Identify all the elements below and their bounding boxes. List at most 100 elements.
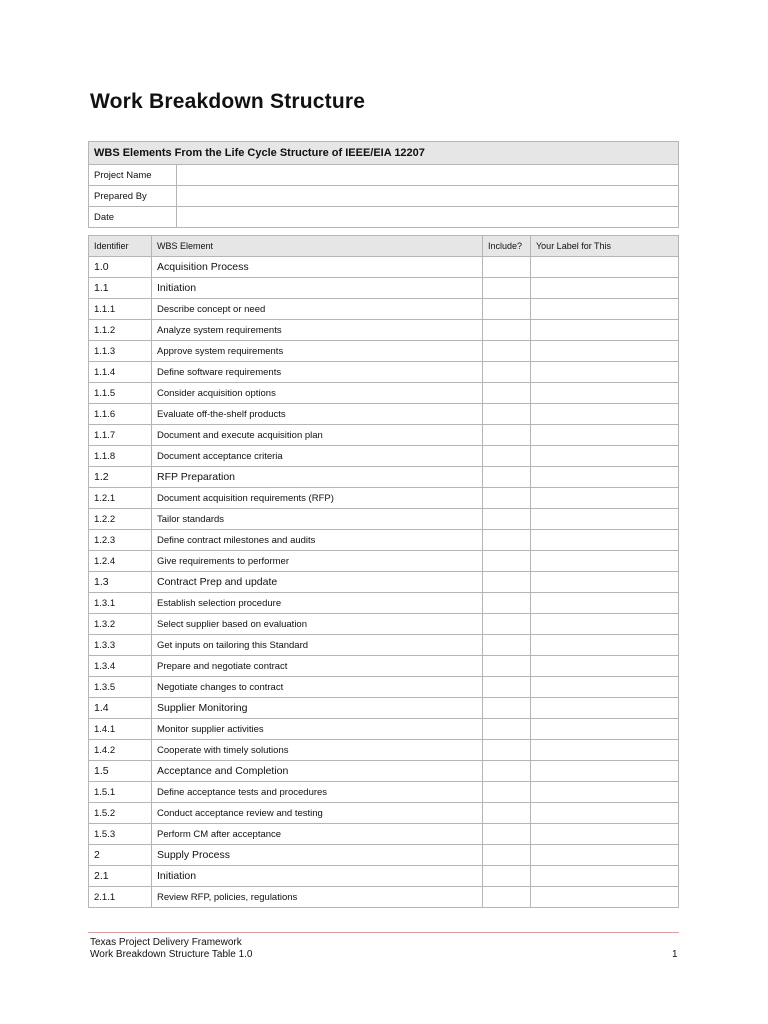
prepared-by-field[interactable] (176, 185, 679, 207)
your-label-cell[interactable] (530, 487, 679, 509)
your-label-cell[interactable] (530, 823, 679, 845)
your-label-cell[interactable] (530, 445, 679, 467)
include-cell[interactable] (482, 844, 531, 866)
include-cell[interactable] (482, 655, 531, 677)
your-label-cell[interactable] (530, 592, 679, 614)
footer-document-name: Work Breakdown Structure Table 1.0 (90, 949, 253, 960)
include-cell[interactable] (482, 487, 531, 509)
include-cell[interactable] (482, 718, 531, 740)
identifier-cell: 1.3 (88, 571, 152, 593)
wbs-element-cell: Select supplier based on evaluation (151, 613, 483, 635)
your-label-cell[interactable] (530, 718, 679, 740)
your-label-cell[interactable] (530, 634, 679, 656)
identifier-cell: 1.3.5 (88, 676, 152, 698)
include-cell[interactable] (482, 613, 531, 635)
project-name-field[interactable] (176, 164, 679, 186)
include-cell[interactable] (482, 697, 531, 719)
your-label-cell[interactable] (530, 550, 679, 572)
include-cell[interactable] (482, 571, 531, 593)
your-label-cell[interactable] (530, 466, 679, 488)
include-cell[interactable] (482, 424, 531, 446)
your-label-cell[interactable] (530, 424, 679, 446)
identifier-cell: 1.3.4 (88, 655, 152, 677)
include-cell[interactable] (482, 508, 531, 530)
wbs-row: 1.2 RFP Preparation (88, 466, 679, 488)
your-label-cell[interactable] (530, 886, 679, 908)
wbs-row: 2.1 Initiation (88, 865, 679, 887)
your-label-cell[interactable] (530, 781, 679, 803)
include-cell[interactable] (482, 739, 531, 761)
your-label-cell[interactable] (530, 340, 679, 362)
your-label-cell[interactable] (530, 361, 679, 383)
identifier-cell: 1.1.4 (88, 361, 152, 383)
include-cell[interactable] (482, 550, 531, 572)
your-label-cell[interactable] (530, 697, 679, 719)
project-info-table: WBS Elements From the Life Cycle Structu… (88, 141, 679, 228)
identifier-cell: 1.4 (88, 697, 152, 719)
include-cell[interactable] (482, 823, 531, 845)
include-cell[interactable] (482, 802, 531, 824)
include-cell[interactable] (482, 340, 531, 362)
your-label-cell[interactable] (530, 844, 679, 866)
your-label-cell[interactable] (530, 529, 679, 551)
include-cell[interactable] (482, 382, 531, 404)
your-label-cell[interactable] (530, 865, 679, 887)
identifier-cell: 1.2.4 (88, 550, 152, 572)
include-cell[interactable] (482, 256, 531, 278)
wbs-element-cell: Document acceptance criteria (151, 445, 483, 467)
include-cell[interactable] (482, 886, 531, 908)
include-cell[interactable] (482, 634, 531, 656)
wbs-row: 1.0 Acquisition Process (88, 256, 679, 278)
your-label-cell[interactable] (530, 298, 679, 320)
your-label-cell[interactable] (530, 676, 679, 698)
include-cell[interactable] (482, 592, 531, 614)
your-label-cell[interactable] (530, 739, 679, 761)
your-label-cell[interactable] (530, 571, 679, 593)
wbs-row: 1.3 Contract Prep and update (88, 571, 679, 593)
your-label-cell[interactable] (530, 382, 679, 404)
include-cell[interactable] (482, 466, 531, 488)
include-cell[interactable] (482, 403, 531, 425)
include-cell[interactable] (482, 865, 531, 887)
include-cell[interactable] (482, 277, 531, 299)
your-label-cell[interactable] (530, 655, 679, 677)
include-cell[interactable] (482, 676, 531, 698)
wbs-row: 1.5.2 Conduct acceptance review and testi… (88, 802, 679, 824)
footer-organization: Texas Project Delivery Framework (90, 937, 242, 948)
include-cell[interactable] (482, 361, 531, 383)
wbs-row: 1.5 Acceptance and Completion (88, 760, 679, 782)
identifier-cell: 1.3.3 (88, 634, 152, 656)
include-cell[interactable] (482, 760, 531, 782)
identifier-cell: 2 (88, 844, 152, 866)
your-label-cell[interactable] (530, 508, 679, 530)
wbs-header-row: Identifier WBS Element Include? Your Lab… (88, 235, 679, 257)
identifier-cell: 1.5.2 (88, 802, 152, 824)
identifier-cell: 1.2.1 (88, 487, 152, 509)
your-label-cell[interactable] (530, 613, 679, 635)
wbs-element-cell: Contract Prep and update (151, 571, 483, 593)
identifier-cell: 1.5.3 (88, 823, 152, 845)
your-label-cell[interactable] (530, 403, 679, 425)
include-cell[interactable] (482, 781, 531, 803)
your-label-cell[interactable] (530, 802, 679, 824)
identifier-cell: 1.3.2 (88, 613, 152, 635)
wbs-row: 1.4.2 Cooperate with timely solutions (88, 739, 679, 761)
include-cell[interactable] (482, 529, 531, 551)
wbs-row: 1.1.2 Analyze system requirements (88, 319, 679, 341)
your-label-cell[interactable] (530, 760, 679, 782)
identifier-cell: 1.1.3 (88, 340, 152, 362)
wbs-row: 1.1 Initiation (88, 277, 679, 299)
wbs-element-cell: Define acceptance tests and procedures (151, 781, 483, 803)
include-cell[interactable] (482, 445, 531, 467)
identifier-cell: 1.1.1 (88, 298, 152, 320)
include-cell[interactable] (482, 298, 531, 320)
your-label-cell[interactable] (530, 319, 679, 341)
your-label-cell[interactable] (530, 277, 679, 299)
wbs-row: 1.5.1 Define acceptance tests and procedu… (88, 781, 679, 803)
wbs-element-cell: Perform CM after acceptance (151, 823, 483, 845)
date-field[interactable] (176, 206, 679, 228)
wbs-element-cell: Evaluate off-the-shelf products (151, 403, 483, 425)
your-label-cell[interactable] (530, 256, 679, 278)
project-name-label: Project Name (88, 164, 177, 186)
include-cell[interactable] (482, 319, 531, 341)
